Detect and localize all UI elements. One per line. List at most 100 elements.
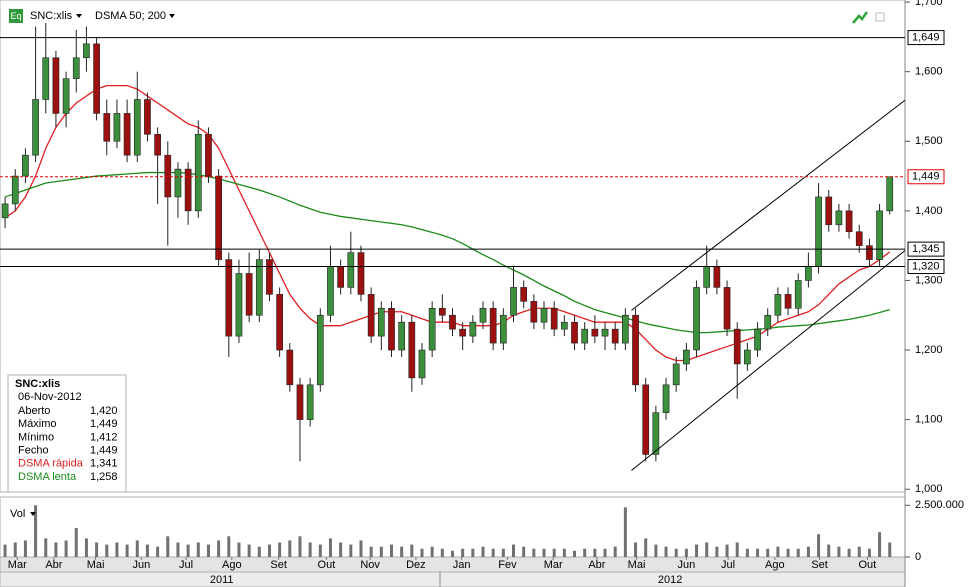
dropdown-arrow[interactable] [76, 14, 82, 18]
candle-body [499, 314, 507, 344]
candle-body [784, 294, 792, 309]
info-value: 1,449 [90, 418, 118, 430]
volume-bar [451, 550, 454, 557]
candle-body [744, 349, 751, 365]
layer: Eq SNC:xlis DSMA 50; 200 Vol SNC:xlis 06… [7, 9, 945, 520]
candle-body [194, 134, 202, 212]
x-tick-label: Abr [588, 559, 605, 571]
candle-body [662, 384, 670, 413]
volume-bar [705, 542, 709, 557]
volume-bar [74, 528, 78, 557]
candle-body [144, 99, 151, 135]
volume-bar [206, 544, 210, 557]
candle-body [703, 266, 711, 288]
volume-bar [623, 507, 627, 557]
candle-body [72, 57, 80, 79]
volume-bar [44, 538, 48, 557]
volume-bar [695, 544, 699, 557]
volume-bar [196, 542, 200, 557]
dropdown-arrow[interactable] [30, 512, 36, 516]
candle-body [133, 99, 141, 156]
volume-bar [522, 546, 526, 557]
x-tick-label: Set [811, 559, 828, 571]
symbol-label[interactable]: SNC:xlis [30, 10, 73, 22]
volume-bar [217, 540, 221, 557]
volume-bar [776, 546, 780, 557]
volume-bar [328, 538, 332, 557]
volume-bar [257, 546, 261, 557]
dropdown-arrow[interactable] [169, 14, 175, 18]
volume-bar [461, 548, 465, 557]
volume-bar [115, 542, 119, 557]
volume-bar [471, 548, 475, 557]
candle-body [83, 43, 90, 59]
info-label: Aberto [18, 405, 50, 417]
candle-body [32, 99, 39, 156]
candle-body [154, 134, 161, 156]
candle-body [398, 321, 406, 351]
candle-body [377, 307, 385, 337]
y-tick-label: 1,300 [915, 274, 943, 286]
volume-bar [796, 548, 800, 557]
volume-bar [176, 542, 180, 557]
candle-body [642, 384, 650, 455]
y-tick-label: 1,500 [915, 135, 943, 147]
candle-body [683, 349, 690, 365]
trend-icon[interactable] [852, 11, 869, 24]
x-tick-label: Jan [453, 559, 471, 571]
volume-bar [298, 536, 302, 557]
price-panel [0, 0, 906, 493]
candle-body [428, 307, 436, 351]
volume-bar [573, 550, 577, 557]
candle-body [22, 154, 29, 177]
volume-bar [267, 544, 271, 557]
volume-bar [227, 536, 231, 557]
volume-bar [125, 544, 129, 557]
volume-bar [105, 544, 109, 557]
candle-body [225, 259, 233, 337]
volume-bar [410, 544, 414, 557]
volume-bar [766, 548, 770, 557]
candle-body [103, 113, 111, 142]
volume-bar [552, 548, 556, 557]
candle-body [571, 321, 578, 344]
volume-bar [3, 544, 7, 557]
volume-bar [674, 548, 678, 557]
volume-bar [583, 548, 587, 557]
candle-body [164, 154, 172, 198]
volume-bar [817, 534, 821, 557]
candle-body [174, 168, 182, 198]
info-label: Máximo [18, 418, 57, 430]
level-label-box [907, 169, 945, 185]
volume-bar [166, 536, 170, 557]
x-tick-label: Dez [406, 559, 426, 571]
candle-body [601, 328, 609, 337]
candle-body [886, 176, 894, 212]
candle-body [1, 203, 9, 219]
volume-bar [634, 542, 638, 557]
indicator-label[interactable]: DSMA 50; 200 [95, 10, 166, 22]
volume-bar [786, 548, 790, 557]
moving-average-line [4, 171, 890, 334]
candle-body [672, 363, 680, 386]
volume-bar [430, 546, 434, 557]
candle-body [286, 349, 294, 386]
candle-body [693, 287, 700, 351]
volume-label[interactable]: Vol [10, 508, 25, 520]
eq-icon[interactable] [9, 9, 23, 23]
candle-body [449, 314, 456, 330]
level-label-box [907, 241, 945, 257]
volume-bar [247, 544, 251, 557]
candle-body [794, 280, 802, 309]
candle-body [296, 384, 304, 420]
volume-bar [654, 544, 658, 557]
window-icon[interactable] [875, 12, 885, 22]
candle-body [306, 384, 314, 420]
candle-body [713, 266, 721, 288]
candle-body [327, 266, 334, 316]
volume-bar [542, 548, 546, 557]
volume-bar [54, 542, 58, 557]
volume-bar [145, 544, 149, 557]
volume-bar [603, 548, 607, 557]
year-strip [0, 571, 906, 587]
